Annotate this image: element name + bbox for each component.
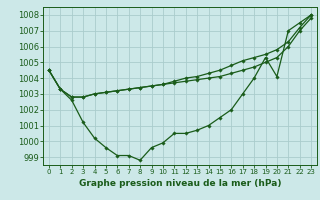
X-axis label: Graphe pression niveau de la mer (hPa): Graphe pression niveau de la mer (hPa) bbox=[79, 179, 281, 188]
